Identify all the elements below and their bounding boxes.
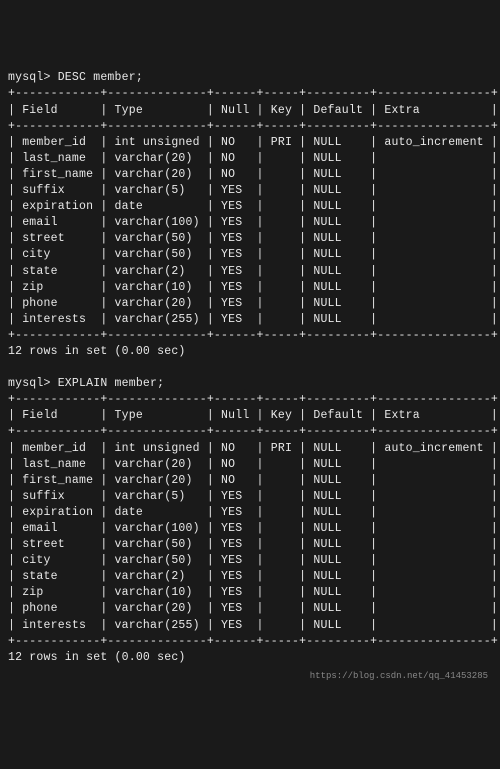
terminal-output: mysql> DESC member; +------------+------…: [8, 70, 492, 665]
watermark-text: https://blog.csdn.net/qq_41453285: [8, 670, 492, 683]
